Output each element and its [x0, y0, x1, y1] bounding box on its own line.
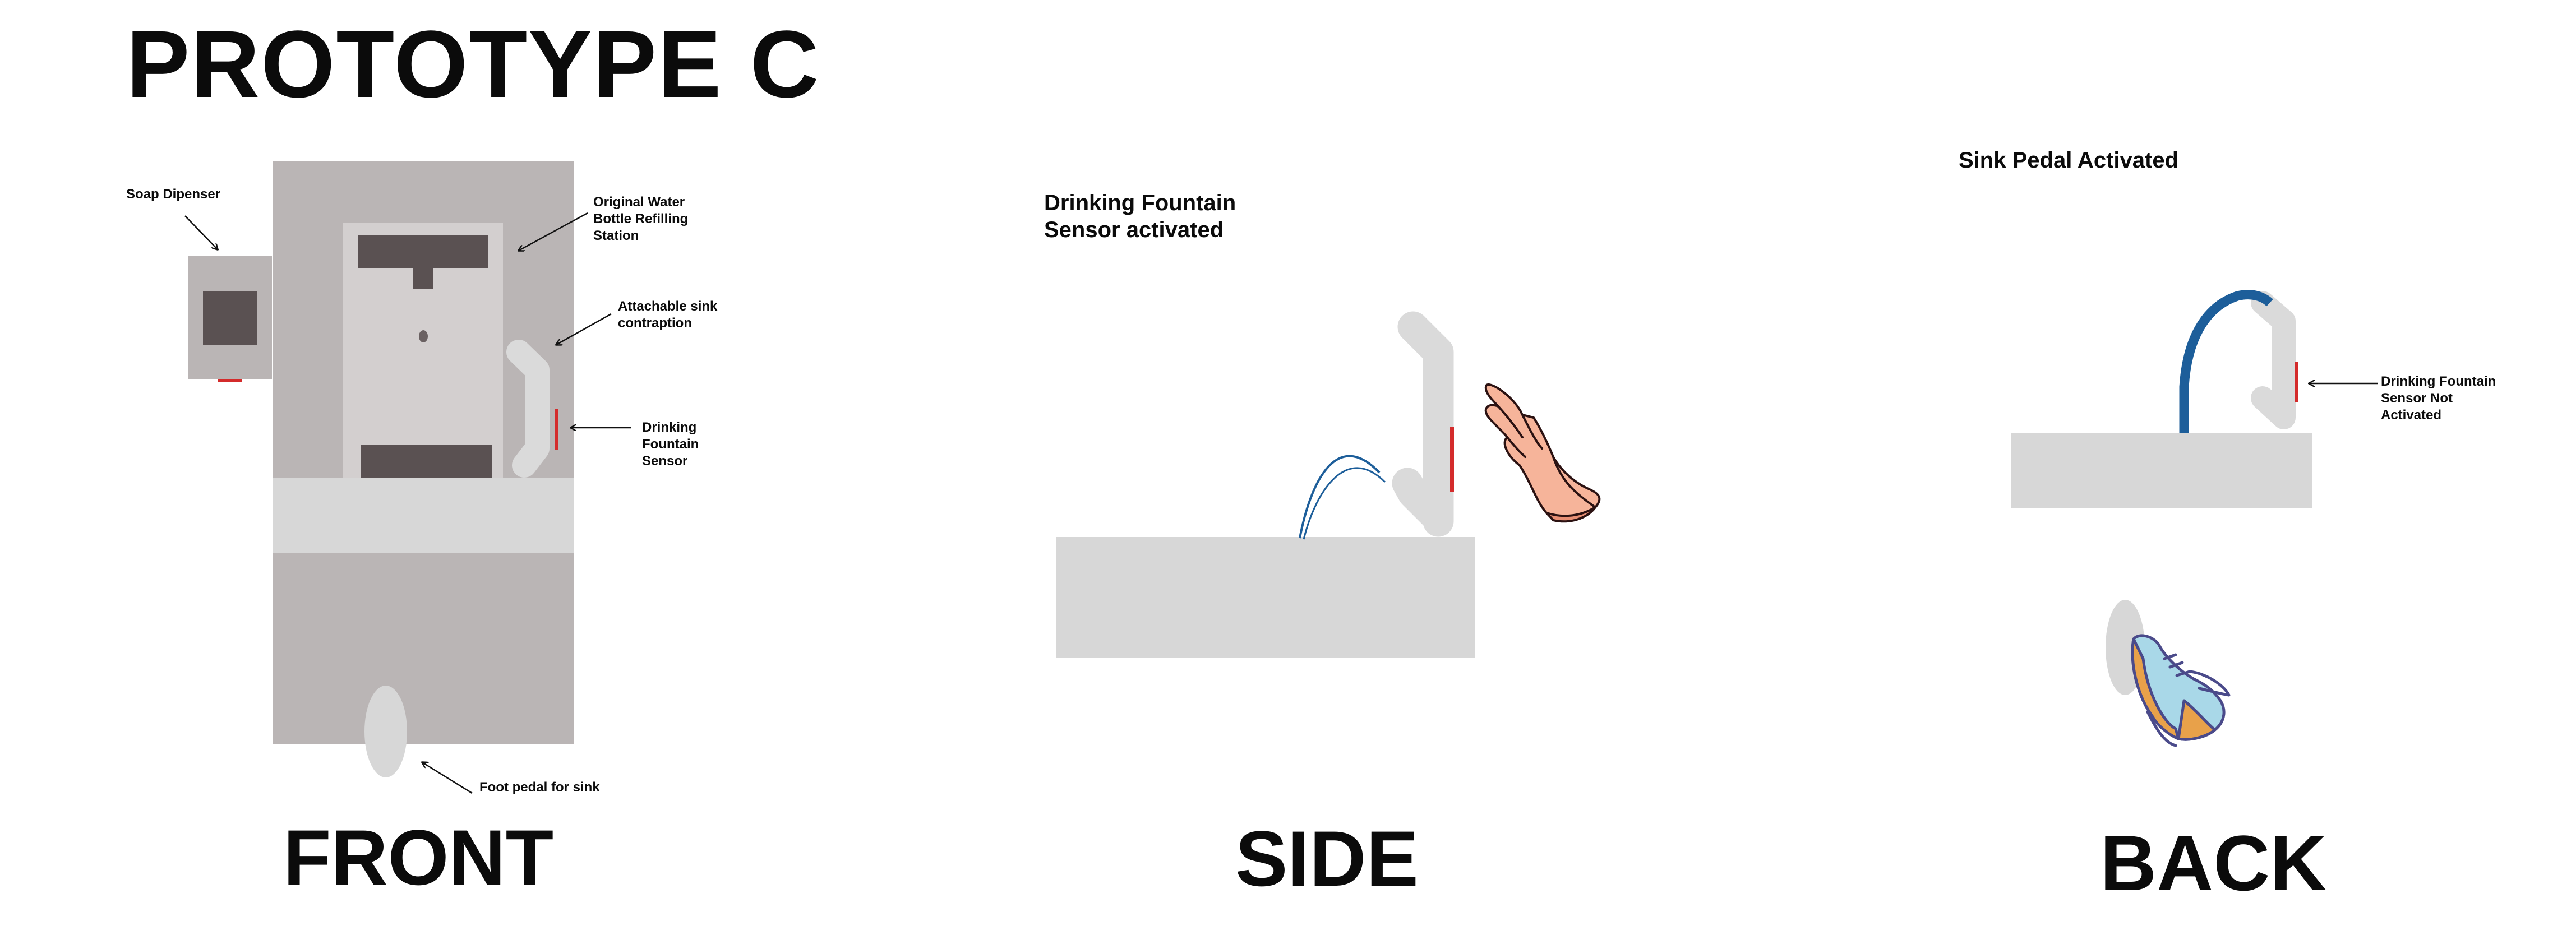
label-attachable-sink: Attachable sink contraption — [618, 298, 717, 332]
label-not-line1: Drinking Fountain — [2381, 374, 2496, 389]
back-fountain-sensor — [2295, 362, 2298, 402]
refill-sensor-dot — [419, 330, 428, 342]
label-soap-dispenser: Soap Dipenser — [126, 187, 221, 202]
back-faucet — [2251, 291, 2296, 429]
view-label-front: FRONT — [283, 813, 554, 901]
soap-dispenser-window — [203, 291, 257, 345]
label-foot-pedal: Foot pedal for sink — [479, 780, 600, 795]
view-label-side: SIDE — [1235, 814, 1419, 902]
view-label-back: BACK — [2100, 819, 2327, 907]
label-sink-pedal-activated: Sink Pedal Activated — [1959, 148, 2178, 173]
side-water-stream-inner — [1303, 467, 1386, 540]
front-view — [184, 161, 631, 794]
side-counter — [1056, 537, 1475, 658]
label-fountain-sensor: Drinking Fountain Sensor — [642, 419, 699, 470]
label-sensor-line1: Drinking — [642, 420, 697, 435]
front-fountain-sensor — [555, 409, 558, 450]
label-side-line1: Drinking Fountain — [1044, 191, 1236, 215]
label-original-line2: Bottle Refilling — [593, 211, 689, 226]
side-faucet — [1392, 311, 1454, 537]
back-view — [2011, 290, 2378, 747]
label-original-station: Original Water Bottle Refilling Station — [593, 194, 688, 244]
label-attach-line2: contraption — [618, 316, 692, 331]
label-original-line1: Original Water — [593, 195, 685, 210]
soap-sensor — [218, 379, 242, 382]
label-sensor-line2: Fountain — [642, 437, 699, 452]
shoe-icon — [2131, 634, 2231, 747]
refill-tray — [361, 445, 492, 478]
label-not-line2: Sensor Not — [2381, 391, 2453, 406]
page-title: PROTOTYPE C — [126, 11, 820, 118]
label-side-line2: Sensor activated — [1044, 217, 1224, 242]
hand-icon — [1484, 383, 1601, 523]
label-not-line3: Activated — [2381, 408, 2442, 423]
side-fountain-sensor — [1450, 427, 1454, 492]
front-faucet — [506, 340, 550, 478]
refill-spout — [413, 267, 433, 289]
refill-top-bar — [358, 235, 488, 268]
front-counter — [273, 478, 574, 553]
label-side-sensor-activated: Drinking Fountain Sensor activated — [1044, 189, 1236, 243]
label-attach-line1: Attachable sink — [618, 299, 718, 314]
front-foot-pedal — [364, 686, 407, 777]
label-sensor-not-activated: Drinking Fountain Sensor Not Activated — [2381, 373, 2496, 424]
back-sink-spout — [2179, 290, 2273, 434]
label-sensor-line3: Sensor — [642, 453, 688, 469]
side-view — [1056, 311, 1601, 658]
label-original-line3: Station — [593, 228, 639, 243]
side-water-stream-outer — [1299, 455, 1381, 539]
back-counter — [2011, 433, 2312, 508]
